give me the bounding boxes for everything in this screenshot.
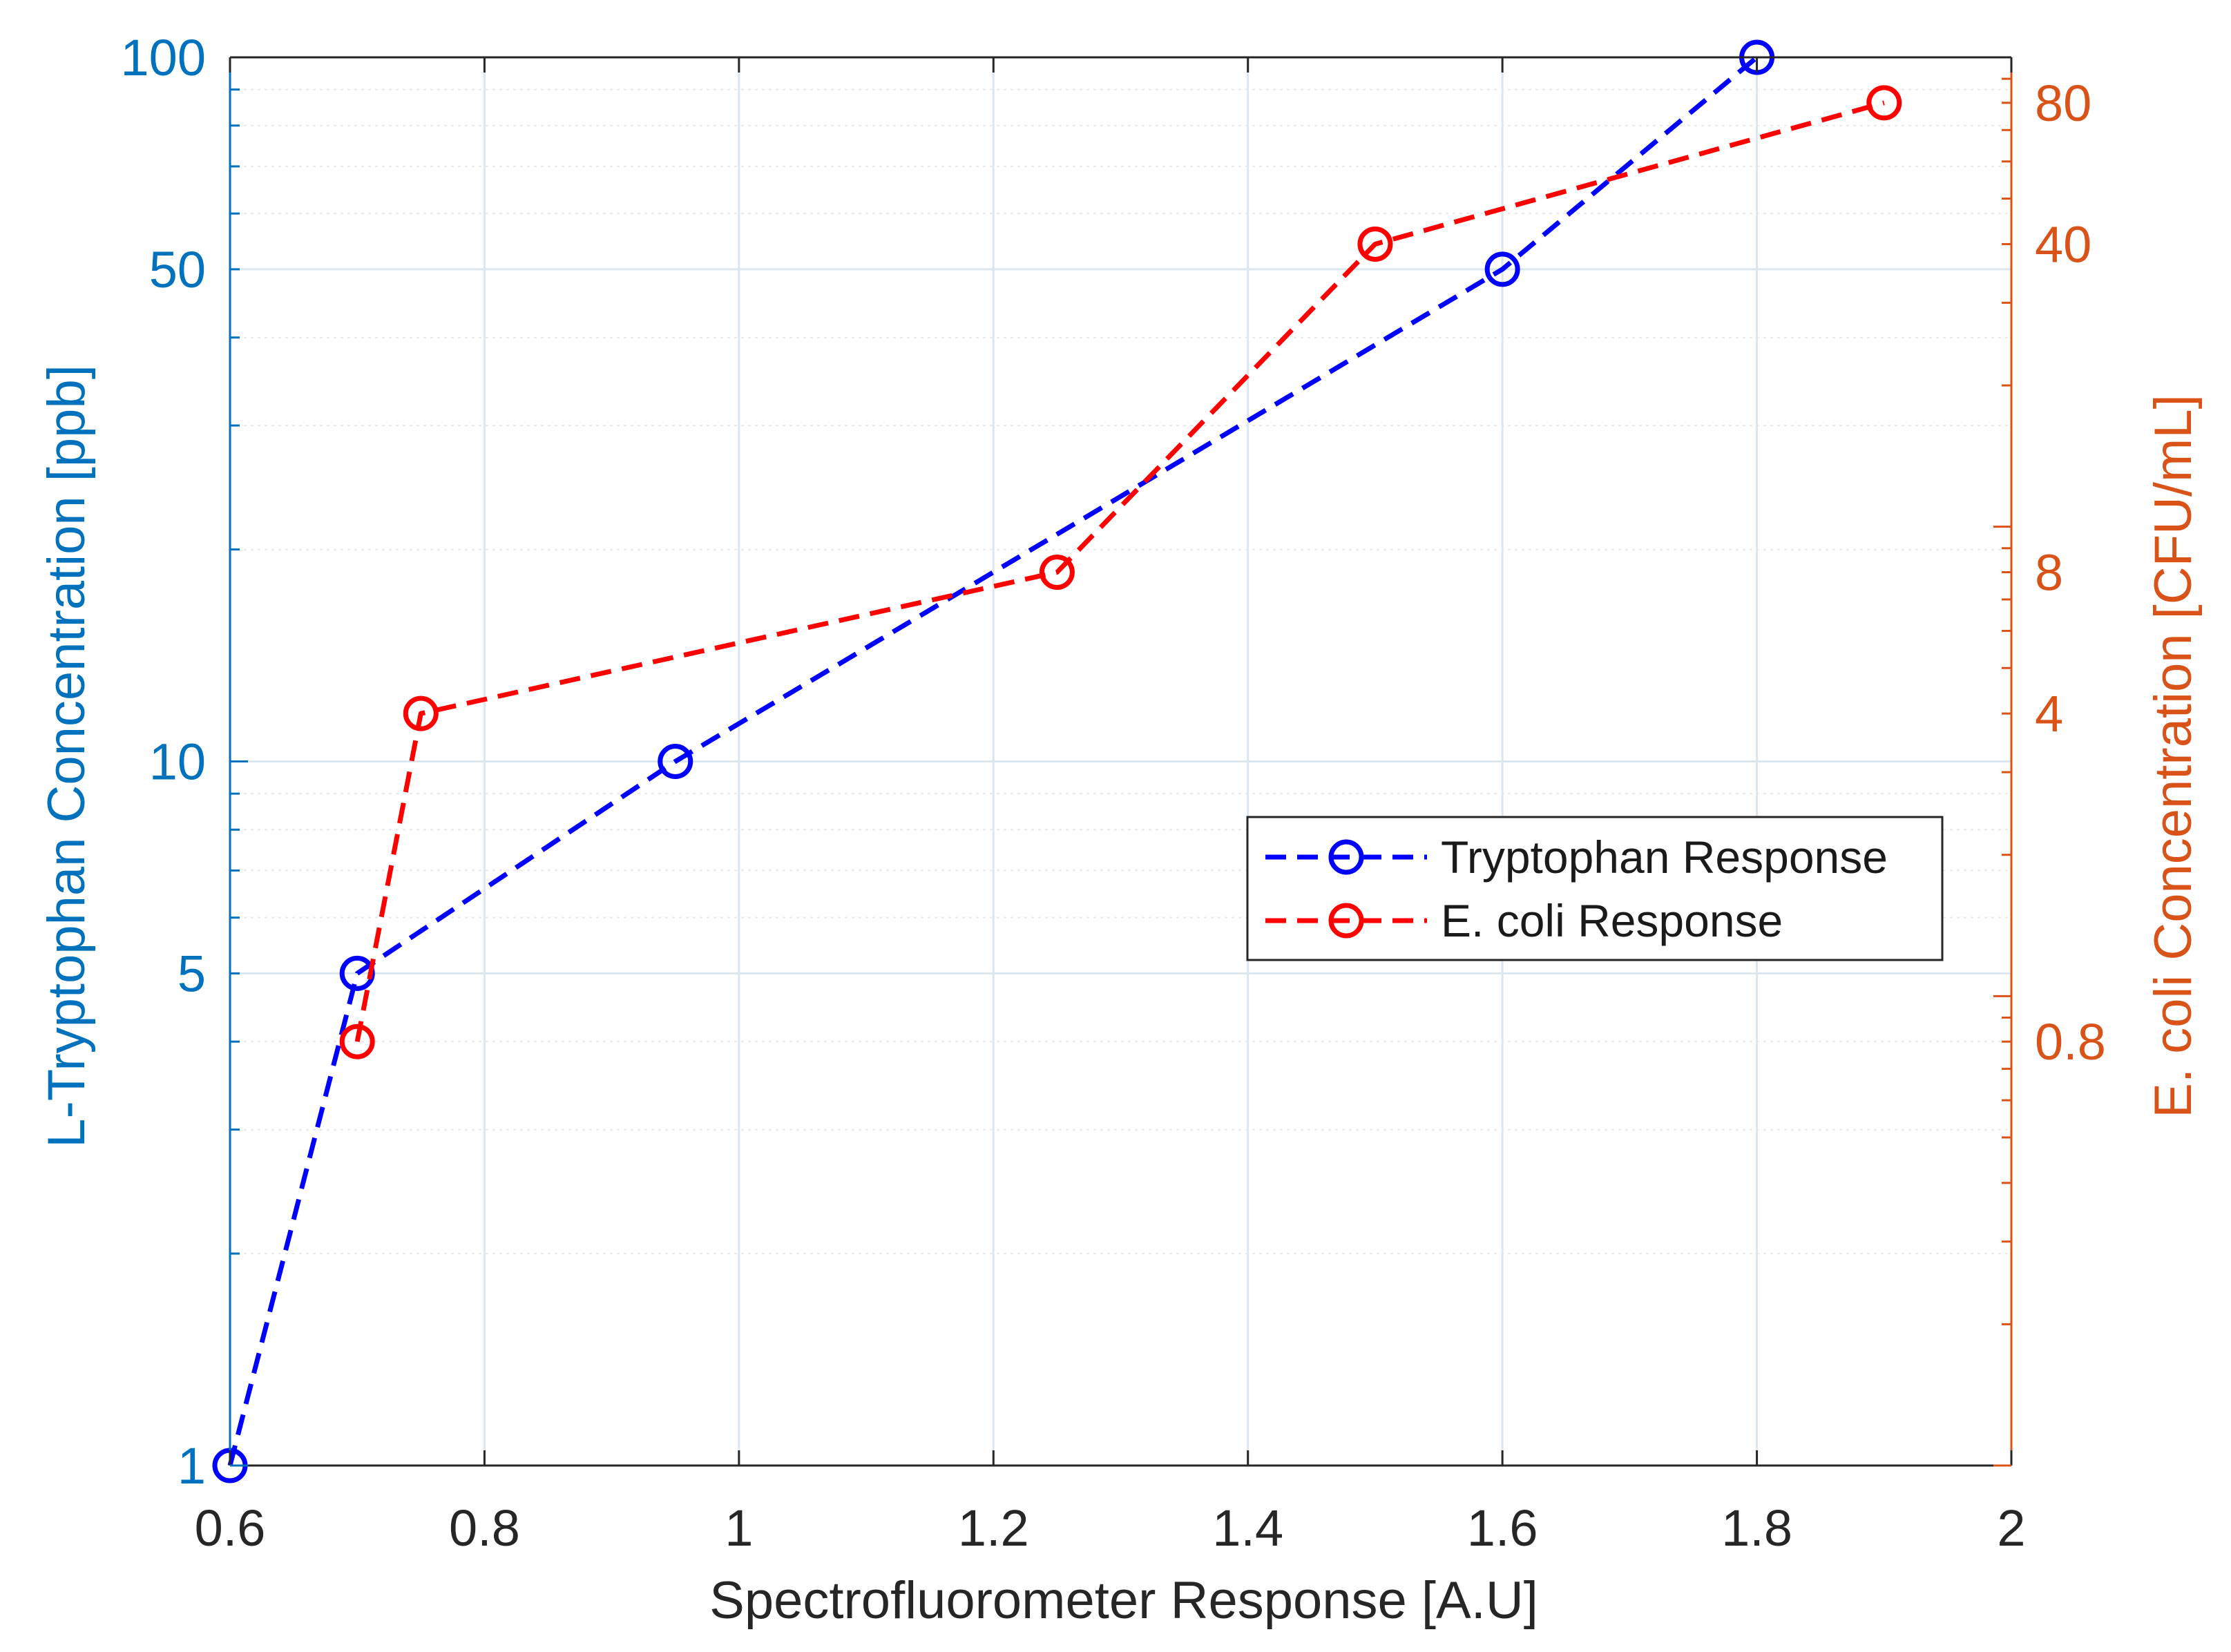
legend: Tryptophan Response E. coli Response [1246, 816, 1944, 961]
left-y-tick-label: 50 [149, 241, 206, 298]
right-y-tick-label: 40 [2035, 215, 2091, 273]
x-tick-label: 0.6 [195, 1499, 266, 1557]
left-y-axis-title: L-Tryptophan Concentration [ppb] [37, 365, 96, 1148]
right-y-tick-label: 4 [2035, 685, 2063, 742]
ecoli-data-point [1357, 226, 1393, 262]
ecoli-data-point [403, 695, 439, 731]
ecoli-data-point [1866, 85, 1902, 121]
right-y-axis-title: E. coli Concentration [CFU/mL] [2144, 394, 2203, 1118]
left-y-tick-label: 10 [149, 733, 206, 791]
right-y-tick-label: 0.8 [2035, 1013, 2106, 1070]
ecoli-data-point [339, 1024, 375, 1059]
x-tick-label: 2 [1997, 1499, 2025, 1557]
left-y-tick-label: 5 [178, 945, 206, 1002]
grid [229, 56, 2013, 1467]
legend-tryptophan-label: Tryptophan Response [1441, 832, 1888, 883]
tryptophan-data-point [658, 744, 693, 779]
legend-box [1246, 816, 1944, 961]
tryptophan-data-point [1484, 251, 1520, 287]
legend-ecoli-label: E. coli Response [1441, 895, 1783, 946]
x-tick-label: 1.8 [1721, 1499, 1792, 1557]
legend-tryptophan-marker [1328, 839, 1364, 875]
right-y-tick-label: 8 [2035, 544, 2063, 602]
ecoli-series-line [354, 100, 1885, 1042]
x-tick-label: 0.8 [449, 1499, 520, 1557]
x-tick-label: 1.2 [958, 1499, 1029, 1557]
x-tick-label: 1 [725, 1499, 753, 1557]
x-axis-title: Spectrofluorometer Response [A.U] [709, 1571, 1538, 1630]
x-tick-label: 1.6 [1467, 1499, 1538, 1557]
axes [229, 56, 2013, 1467]
ecoli-data-point [1039, 555, 1075, 590]
tick-labels: 0.6 0.8 1 1.2 1.4 1.6 1.8 2 1 5 10 50 100 0.8 4 8 40 80 [121, 29, 2106, 1557]
x-tick-label: 1.4 [1212, 1499, 1283, 1557]
right-y-tick-label: 80 [2035, 75, 2091, 132]
legend-ecoli-marker [1328, 903, 1364, 939]
left-y-tick-label: 1 [178, 1437, 206, 1495]
left-y-tick-label: 100 [121, 29, 206, 86]
tryptophan-series-line [227, 55, 1759, 1466]
